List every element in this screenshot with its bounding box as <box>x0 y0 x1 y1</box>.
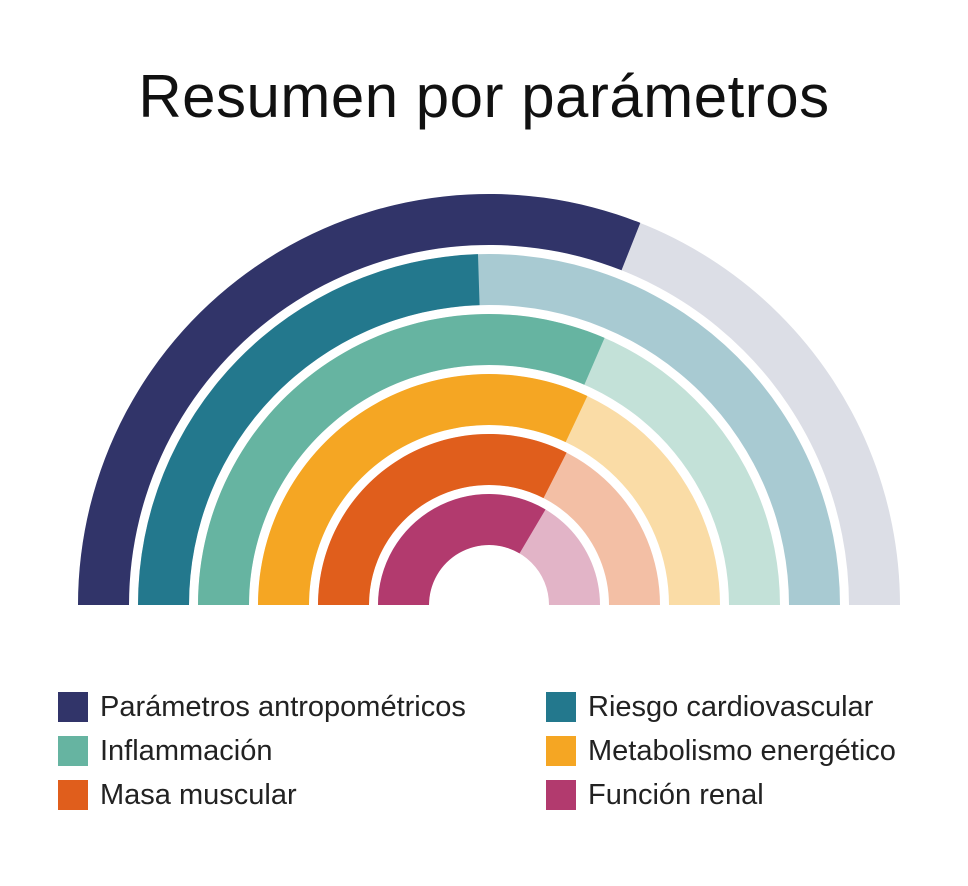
arc-bar-masa-muscular <box>318 433 567 605</box>
arc-bar-parametros-antropometricos <box>78 193 641 605</box>
legend-item-funcion-renal: Función renal <box>546 776 946 814</box>
legend-swatch <box>546 736 576 766</box>
legend-label: Función renal <box>588 778 764 811</box>
arc-layer <box>78 193 900 605</box>
legend-label: Masa muscular <box>100 778 297 811</box>
legend-label: Riesgo cardiovascular <box>588 690 874 723</box>
chart-title: Resumen por parámetros <box>138 63 830 130</box>
legend-swatch <box>546 780 576 810</box>
radial-bar-chart <box>78 193 900 605</box>
legend-item-masa-muscular: Masa muscular <box>58 776 546 814</box>
legend-swatch <box>58 736 88 766</box>
legend-swatch <box>58 692 88 722</box>
legend-swatch <box>546 692 576 722</box>
legend-item-parametros-antropometricos: Parámetros antropométricos <box>58 688 546 726</box>
legend: Parámetros antropométricos Riesgo cardiov… <box>58 688 946 814</box>
arc-bar-metabolismo-energetico <box>258 373 588 605</box>
legend-label: Metabolismo energético <box>588 734 896 767</box>
legend-label: Inflammación <box>100 734 273 767</box>
legend-item-riesgo-cardiovascular: Riesgo cardiovascular <box>546 688 946 726</box>
arc-bar-funcion-renal <box>378 494 546 605</box>
legend-item-metabolismo-energetico: Metabolismo energético <box>546 732 946 770</box>
legend-label: Parámetros antropométricos <box>100 690 466 723</box>
legend-swatch <box>58 780 88 810</box>
arc-bar-riesgo-cardiovascular <box>138 254 480 605</box>
legend-item-inflammacion: Inflammación <box>58 732 546 770</box>
arc-bar-inflammacion <box>198 314 605 605</box>
